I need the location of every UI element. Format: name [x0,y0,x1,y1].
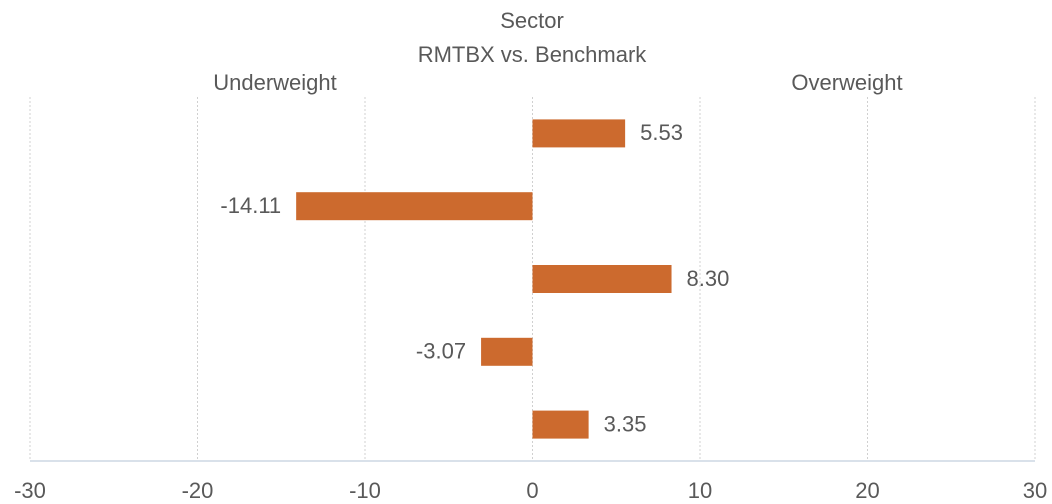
x-tick-label: 30 [1023,478,1047,503]
data-label: -3.07 [416,339,466,364]
chart-subtitle: RMTBX vs. Benchmark [418,42,648,67]
chart-title: Sector [500,8,564,33]
x-tick-label: 0 [526,478,538,503]
data-label: 8.30 [687,266,730,291]
data-label: 5.53 [640,120,683,145]
x-tick-label: 10 [688,478,712,503]
data-label: 3.35 [604,411,647,436]
x-tick-label: 20 [855,478,879,503]
annotation: Overweight [791,70,902,95]
x-tick-label: -20 [182,478,214,503]
x-tick-label: -30 [14,478,46,503]
bar [481,337,533,366]
bar [296,192,533,221]
data-label: -14.11 [220,193,281,218]
bar [532,119,626,148]
x-tick-label: -10 [349,478,381,503]
bar [532,410,589,439]
bar [532,265,672,293]
annotation: Underweight [213,70,337,95]
